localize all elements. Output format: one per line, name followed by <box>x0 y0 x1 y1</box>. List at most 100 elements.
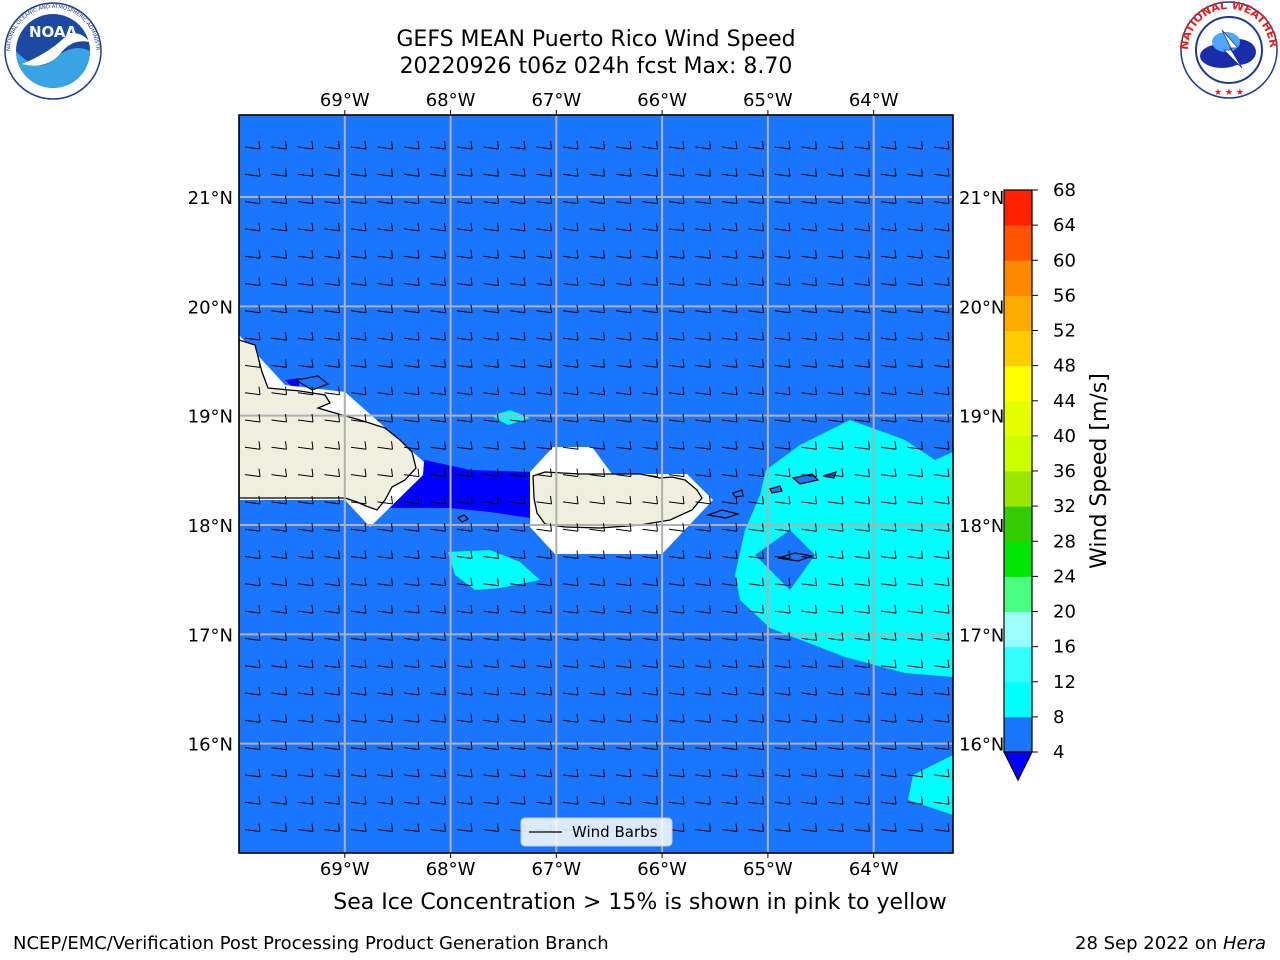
wind-barb <box>430 686 446 696</box>
wind-barb <box>642 386 658 396</box>
wind-barb <box>271 168 287 177</box>
wind-barb <box>907 250 923 259</box>
wind-barb <box>854 250 870 259</box>
colorbar-segment <box>1004 506 1032 542</box>
wind-barb <box>562 659 579 669</box>
wind-barb <box>350 441 367 450</box>
wind-barb <box>907 577 923 587</box>
wind-barb <box>350 550 367 559</box>
culebra-island <box>732 489 744 498</box>
wind-barb <box>880 768 897 778</box>
wind-barb <box>827 441 844 450</box>
colorbar-segment <box>1004 471 1032 507</box>
colorbar-tick-label: 24 <box>1053 566 1076 587</box>
wind-barb <box>907 550 923 559</box>
wind-barb <box>801 277 817 286</box>
wind-barb <box>827 222 844 232</box>
wind-barb <box>615 659 632 669</box>
wind-barb <box>695 386 711 396</box>
wind-barb <box>668 140 685 150</box>
wind-barb <box>271 250 287 259</box>
wind-barb <box>589 441 605 450</box>
wind-barb <box>403 577 420 587</box>
wind-barb <box>854 659 870 669</box>
wind-barb <box>854 495 870 505</box>
wind-barb <box>642 659 658 669</box>
wind-barb <box>933 468 950 478</box>
wind-barb <box>456 714 473 723</box>
wind-barb <box>456 741 473 751</box>
wind-barb <box>562 222 579 232</box>
wind-barb <box>430 222 446 232</box>
wind-barb <box>509 714 526 723</box>
wind-barb <box>562 741 579 751</box>
wind-barb <box>536 632 552 641</box>
wind-barb <box>880 605 897 614</box>
wind-barb <box>562 796 579 805</box>
lat-tick-label: 16°N <box>959 735 1004 756</box>
wind-barb <box>933 168 950 177</box>
colorbar-under-triangle <box>1003 751 1033 782</box>
wind-barb <box>827 823 844 832</box>
wind-barb <box>297 714 314 723</box>
wind-barb <box>774 523 791 532</box>
wind-barb <box>801 605 817 614</box>
wind-barb <box>668 768 685 778</box>
wind-barb <box>271 686 287 696</box>
wind-barb <box>509 796 526 805</box>
wind-barb <box>721 741 738 751</box>
colorbar-segment <box>1004 330 1032 367</box>
wind-barb <box>377 495 393 505</box>
wind-barb <box>430 768 446 778</box>
wind-barb <box>297 195 314 205</box>
wind-barb <box>827 386 844 396</box>
wind-barb <box>589 523 605 532</box>
wind-barb <box>748 332 764 341</box>
wind-barb <box>642 413 658 423</box>
wind-barb <box>456 359 473 368</box>
wind-barb <box>244 495 261 505</box>
wind-barb <box>854 332 870 341</box>
wind-barb <box>801 250 817 259</box>
wind-barb <box>721 140 738 150</box>
footer-date: 28 Sep 2022 on Hera <box>1075 933 1266 954</box>
wind-barbs-layer <box>244 140 950 832</box>
wind-barb <box>509 468 526 478</box>
wind-barb <box>615 605 632 614</box>
wind-barb <box>562 577 579 587</box>
wind-barb <box>324 222 340 232</box>
legend-label: Wind Barbs <box>572 823 658 841</box>
wind-barb <box>350 386 367 396</box>
wind-barb <box>668 277 685 286</box>
wind-barb <box>668 250 685 259</box>
wind-barb <box>907 605 923 614</box>
wind-barb <box>562 168 579 177</box>
lat-tick-label: 18°N <box>959 516 1004 537</box>
colorbar-segment <box>1004 225 1032 261</box>
wind-barb <box>774 413 791 423</box>
wind-barb <box>933 823 950 832</box>
wind-barb <box>642 686 658 696</box>
wind-barb <box>933 523 950 532</box>
wind-barbs-legend: Wind Barbs <box>520 817 673 847</box>
wind-barb <box>748 768 764 778</box>
wind-barb <box>403 413 420 423</box>
wind-barb <box>456 796 473 805</box>
wind-barb <box>721 577 738 587</box>
wind-barb <box>695 577 711 587</box>
wind-barb <box>509 304 526 314</box>
wind-barb <box>244 523 261 532</box>
wind-barb <box>271 359 287 368</box>
wind-barb <box>801 686 817 696</box>
wind-barb <box>827 605 844 614</box>
wind-barb <box>297 632 314 641</box>
wind-barb <box>430 359 446 368</box>
wind-barb <box>880 386 897 396</box>
wind-barb <box>907 768 923 778</box>
wind-barb <box>933 577 950 587</box>
wind-barb <box>880 495 897 505</box>
wind-barb <box>721 250 738 259</box>
wind-barb <box>589 741 605 751</box>
wind-barb <box>615 304 632 314</box>
wind-barb <box>642 304 658 314</box>
